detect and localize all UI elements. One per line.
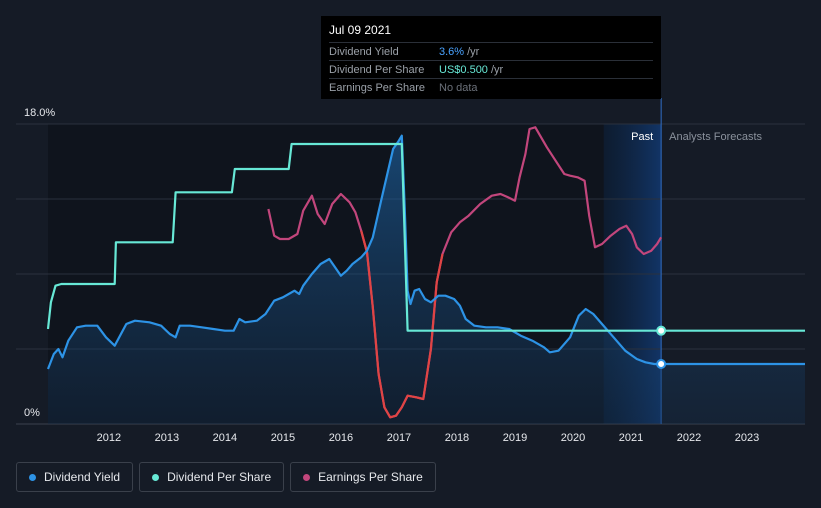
legend-dot-dividend-per-share [152, 473, 160, 481]
x-tick-label: 2023 [735, 432, 759, 444]
series-line-dividend-per-share[interactable] [46, 142, 805, 332]
legend-label: Earnings Per Share [318, 470, 423, 484]
legend-item-earnings-per-share[interactable]: Earnings Per Share [290, 462, 436, 492]
tooltip-row-dividend-per-share: Dividend Per Share US$0.500 /yr [329, 60, 653, 78]
series-line-dividend-yield[interactable] [46, 134, 805, 370]
x-tick-label: 2017 [387, 432, 411, 444]
legend-dot-earnings-per-share [303, 473, 311, 481]
x-tick-label: 2018 [445, 432, 469, 444]
x-tick-label: 2020 [561, 432, 585, 444]
tooltip-date: Jul 09 2021 [329, 23, 392, 37]
y-tick-label: 0% [24, 407, 40, 419]
x-tick-label: 2014 [213, 432, 237, 444]
tooltip-unit: /yr [490, 63, 504, 76]
tooltip-row-dividend-yield: Dividend Yield 3.6% /yr [329, 42, 653, 60]
tooltip-unit: /yr [467, 45, 480, 58]
x-tick-label: 2022 [677, 432, 701, 444]
legend-dot-dividend-yield [29, 473, 36, 481]
legend-label: Dividend Yield [44, 470, 121, 484]
x-tick-label: 2021 [619, 432, 643, 444]
legend-item-dividend-yield[interactable]: Dividend Yield [16, 462, 134, 492]
tooltip-row-earnings-per-share: Earnings Per Share No data [329, 78, 653, 96]
forecast-label: Analysts Forecasts [669, 131, 762, 143]
x-tick-label: 2015 [271, 432, 295, 444]
tooltip-value: US$0.500 [439, 63, 488, 76]
y-tick-label: 18.0% [24, 107, 55, 119]
series-line-earnings-per-share-negative-segment[interactable] [360, 230, 444, 419]
x-tick-label: 2013 [155, 432, 179, 444]
x-tick-label: 2012 [97, 432, 121, 444]
x-tick-label: 2016 [329, 432, 353, 444]
series-line-earnings-per-share[interactable] [267, 126, 663, 419]
legend-item-dividend-per-share[interactable]: Dividend Per Share [139, 462, 285, 492]
chart-legend: Dividend Yield Dividend Per Share Earnin… [16, 462, 436, 492]
past-label: Past [631, 131, 653, 143]
tooltip-label: Dividend Per Share [329, 63, 425, 76]
marker-dividend-yield[interactable] [656, 359, 667, 369]
marker-dividend-per-share[interactable] [656, 325, 667, 336]
series-area-dividend-yield [48, 135, 805, 424]
hover-tooltip: Jul 09 2021 Dividend Yield 3.6% /yr Divi… [321, 16, 661, 99]
x-tick-label: 2019 [503, 432, 527, 444]
tooltip-value: 3.6% [439, 45, 465, 58]
tooltip-label: Dividend Yield [329, 45, 399, 58]
tooltip-label: Earnings Per Share [329, 81, 425, 94]
legend-label: Dividend Per Share [167, 470, 272, 484]
tooltip-value: No data [439, 81, 478, 94]
